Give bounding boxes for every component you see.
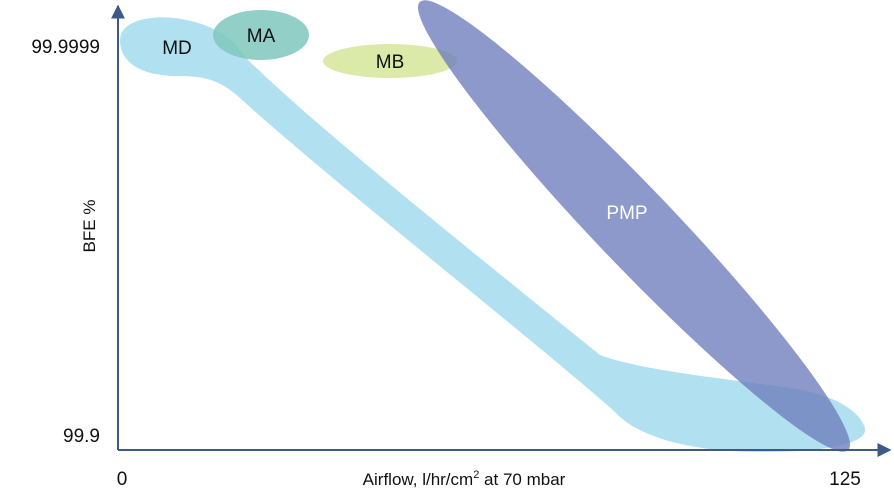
x-axis-title-prefix: Airflow, l/hr/cm [363, 470, 474, 489]
x-tick-label-left: 0 [117, 469, 128, 490]
region-label-mb: MB [376, 52, 405, 73]
region-mb [323, 44, 457, 78]
region-ma [213, 10, 309, 60]
y-axis-title: BFE % [80, 200, 99, 253]
region-label-pmp: PMP [606, 203, 647, 224]
y-tick-label-bottom: 99.9 [63, 426, 100, 447]
region-pmp [417, 0, 851, 452]
x-tick-label-right: 125 [829, 469, 861, 490]
y-tick-label-top: 99.9999 [31, 37, 100, 58]
x-axis-title-sup: 2 [473, 469, 479, 481]
x-axis-title: Airflow, l/hr/cm2 at 70 mbar [363, 469, 566, 489]
region-label-ma: MA [247, 26, 276, 47]
x-axis-title-suffix: at 70 mbar [479, 470, 565, 489]
region-md [120, 17, 866, 452]
region-label-md: MD [162, 38, 192, 59]
